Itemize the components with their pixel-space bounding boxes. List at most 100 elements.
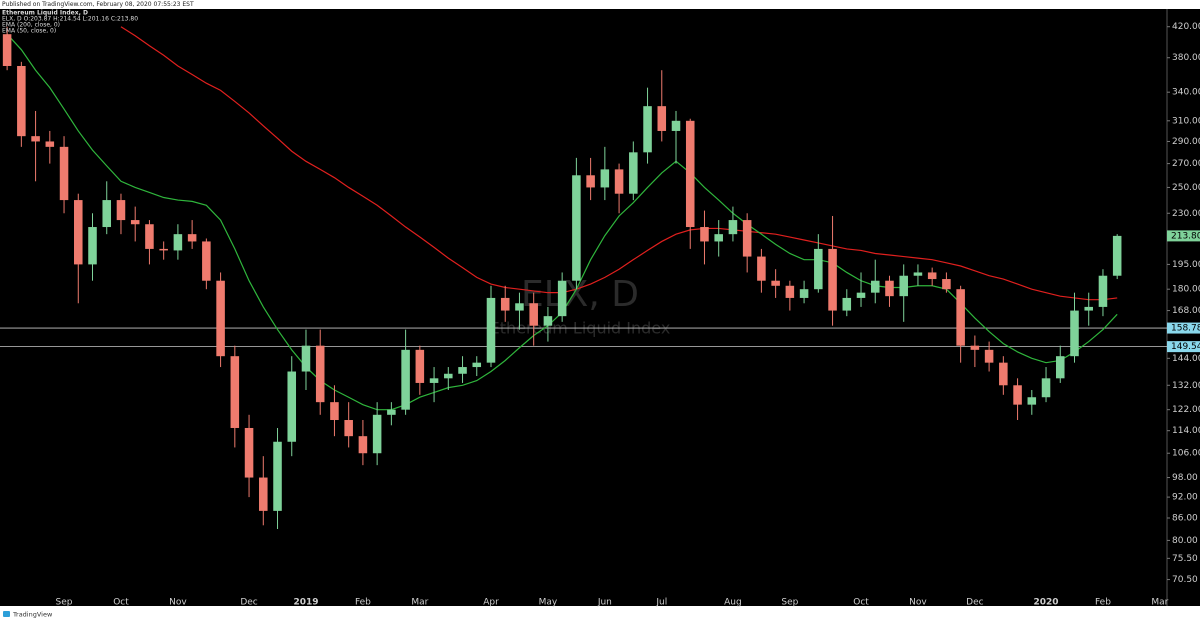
candle-body (543, 316, 553, 326)
candle-body (401, 349, 410, 410)
candle-body (728, 220, 738, 235)
candle-body (74, 200, 83, 265)
candle-body (273, 441, 282, 511)
x-tick-label: Oct (113, 598, 129, 608)
y-tick-label: 290.00 (1172, 137, 1200, 147)
candle-body (2, 34, 12, 66)
level-label: 158.78 (1171, 324, 1200, 334)
candle-body (714, 234, 723, 242)
x-tick-label: Aug (724, 598, 742, 608)
x-tick-label: May (539, 598, 558, 608)
x-tick-label: Feb (355, 598, 371, 608)
candle-body (999, 362, 1008, 386)
candle-body (657, 106, 667, 131)
candle-body (145, 224, 154, 249)
candle-body (202, 241, 211, 281)
candle-body (785, 285, 795, 298)
candle-body (244, 427, 254, 478)
candle-body (799, 289, 809, 298)
candle-body (557, 280, 567, 317)
candle-body (458, 367, 467, 374)
legend-entry: EMA (200, close, 0) (2, 22, 60, 29)
candle-body (970, 345, 980, 350)
last-price-label: 213.80 (1171, 231, 1200, 241)
last-price-box (1167, 230, 1200, 242)
y-tick-label: 122.00 (1172, 405, 1200, 415)
ema-line (120, 26, 1118, 301)
candle-body (31, 136, 40, 142)
y-tick-label: 106.00 (1172, 449, 1200, 459)
x-tick-label: Dec (240, 598, 257, 608)
candle-body (259, 477, 268, 511)
candle-body (671, 120, 681, 131)
x-tick-label: Feb (1095, 598, 1111, 608)
x-tick-label: Dec (966, 598, 983, 608)
y-tick-label: 92.00 (1172, 493, 1198, 503)
y-tick-label: 144.00 (1172, 354, 1200, 364)
candle-body (216, 280, 225, 357)
candle-body (685, 120, 695, 228)
candle-body (586, 175, 595, 188)
candle-body (913, 272, 923, 276)
candle-body (1055, 356, 1065, 379)
y-tick-label: 86.00 (1172, 514, 1198, 524)
candle-body (927, 272, 937, 280)
x-tick-label: Oct (853, 598, 869, 608)
candle-body (287, 371, 297, 442)
x-tick-label: Nov (909, 598, 927, 608)
candle-body (1027, 397, 1037, 405)
candle-body (45, 141, 55, 147)
plot-area (0, 26, 1167, 530)
candle-body (614, 169, 624, 194)
candle-body (429, 378, 439, 383)
candle-body (173, 234, 183, 251)
candle-body (486, 297, 496, 363)
x-tick-label: 2019 (293, 598, 318, 608)
candle-body (515, 303, 524, 311)
x-tick-label: Mar (411, 598, 428, 608)
brand-logo (3, 611, 10, 617)
y-tick-label: 98.00 (1172, 473, 1198, 483)
y-tick-label: 380.00 (1172, 53, 1200, 63)
candle-body (387, 409, 396, 415)
y-tick-label: 80.00 (1172, 536, 1198, 546)
legend-entry: EMA (50, close, 0) (2, 28, 56, 35)
y-tick-label: 340.00 (1172, 88, 1200, 98)
candle-body (572, 175, 581, 281)
x-tick-label: Sep (56, 598, 73, 608)
x-tick-label: Mar (1151, 598, 1168, 608)
candle-body (130, 220, 140, 225)
candle-body (814, 248, 823, 290)
candle-body (301, 345, 311, 372)
candle-body (187, 234, 197, 242)
candle-body (444, 373, 453, 379)
plot-background (0, 9, 1200, 606)
candle-body (742, 220, 752, 257)
candle-body (415, 349, 425, 383)
x-tick-label: Apr (483, 598, 499, 608)
footer: TradingView (3, 611, 53, 619)
brand-name: TradingView (12, 611, 53, 619)
candle-body (500, 297, 510, 311)
level-label-box (1167, 322, 1200, 334)
x-tick-label: Jun (597, 598, 612, 608)
published-note: Published on TradingView.com, February 0… (2, 1, 194, 8)
y-tick-label: 250.00 (1172, 183, 1200, 193)
candle-body (116, 200, 126, 221)
candle-body (942, 279, 951, 290)
candle-body (828, 248, 837, 311)
candle-body (159, 248, 168, 251)
candle-body (856, 292, 866, 298)
candle-body (771, 280, 780, 286)
candle-body (1112, 235, 1122, 276)
level-label-box (1167, 341, 1200, 353)
y-tick-label: 270.00 (1172, 159, 1200, 169)
candle-body (1084, 306, 1093, 311)
candle-body (643, 106, 652, 153)
chart-title: Ethereum Liquid Index, D (2, 10, 88, 17)
candle-body (757, 256, 766, 281)
y-tick-label: 168.00 (1172, 306, 1200, 316)
candle-body (358, 436, 368, 454)
candle-body (315, 345, 325, 403)
